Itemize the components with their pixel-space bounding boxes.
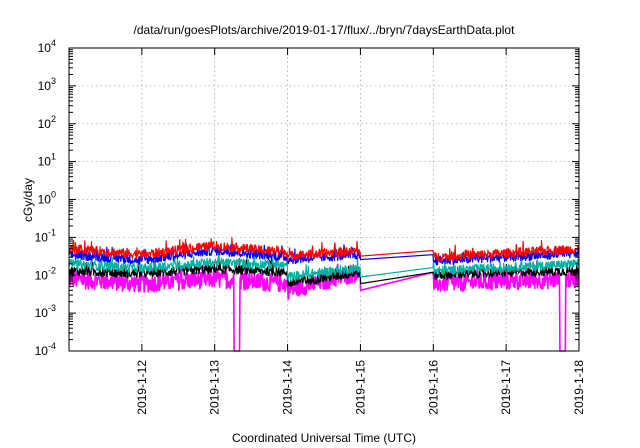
y-tick-label: 10-4 bbox=[35, 341, 56, 358]
x-tick-label: 2019-1-14 bbox=[281, 360, 295, 415]
chart-title: /data/run/goesPlots/archive/2019-01-17/f… bbox=[134, 23, 516, 37]
x-tick-label: 2019-1-13 bbox=[208, 360, 222, 415]
y-tick-label: 102 bbox=[38, 114, 56, 131]
x-tick-label: 2019-1-15 bbox=[353, 360, 367, 415]
series-line bbox=[68, 258, 580, 288]
grid-lines bbox=[69, 48, 579, 351]
series-line bbox=[68, 251, 580, 282]
series-layer bbox=[68, 237, 580, 352]
y-tick-label: 104 bbox=[38, 38, 56, 55]
y-tick-label: 100 bbox=[38, 190, 56, 207]
y-tick-label: 10-3 bbox=[35, 303, 56, 320]
y-tick-label: 101 bbox=[38, 152, 56, 169]
x-axis-label: Coordinated Universal Time (UTC) bbox=[232, 431, 416, 445]
x-tick-label: 2019-1-18 bbox=[572, 360, 586, 415]
y-tick-label: 10-2 bbox=[35, 265, 56, 282]
series-line bbox=[68, 237, 580, 262]
y-axis-ticks: 10-4 10-3 10-2 10-1 100 101 102 103 104 bbox=[35, 38, 579, 358]
x-axis-ticks: 2019-1-12 2019-1-13 2019-1-14 2019-1-15 2019… bbox=[135, 48, 586, 415]
series-line bbox=[68, 243, 580, 266]
x-tick-label: 2019-1-12 bbox=[135, 360, 149, 415]
y-tick-label: 103 bbox=[38, 76, 56, 93]
y-tick-label: 10-1 bbox=[35, 227, 56, 244]
y-axis-label: cGy/day bbox=[21, 178, 35, 222]
x-tick-label: 2019-1-17 bbox=[499, 360, 513, 415]
x-tick-label: 2019-1-16 bbox=[426, 360, 440, 415]
